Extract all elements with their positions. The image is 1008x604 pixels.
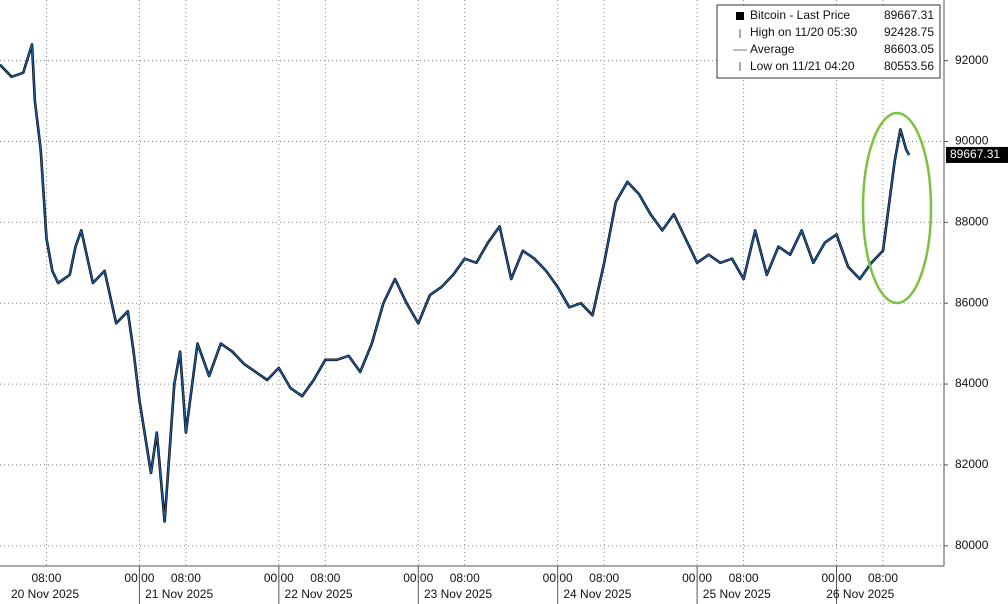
x-tick-label: 08:00 bbox=[868, 571, 898, 585]
y-tick-label: 88000 bbox=[955, 215, 989, 229]
legend-label: Average bbox=[750, 42, 795, 56]
legend-label: Bitcoin - Last Price bbox=[750, 8, 850, 22]
x-date-label: 26 Nov 2025 bbox=[826, 587, 894, 601]
grid bbox=[0, 0, 944, 566]
x-tick-label: 08:00 bbox=[729, 571, 759, 585]
last-price-tag bbox=[946, 146, 1008, 163]
plot bbox=[0, 43, 911, 523]
x-tick-label: 08:00 bbox=[171, 571, 201, 585]
y-tick-label: 84000 bbox=[955, 376, 989, 390]
x-tick-label: 08:00 bbox=[450, 571, 480, 585]
x-date-label: 22 Nov 2025 bbox=[285, 587, 353, 601]
price-line bbox=[0, 43, 910, 523]
x-date-label: 24 Nov 2025 bbox=[563, 587, 631, 601]
y-tick-label: 80000 bbox=[955, 538, 989, 552]
legend-value: 80553.56 bbox=[884, 59, 934, 73]
x-tick-label: 08:00 bbox=[310, 571, 340, 585]
x-date-label: 23 Nov 2025 bbox=[424, 587, 492, 601]
y-tick-label: 92000 bbox=[955, 53, 989, 67]
y-tick-label: 82000 bbox=[955, 457, 989, 471]
y-tick-label: 86000 bbox=[955, 295, 989, 309]
x-date-label: 25 Nov 2025 bbox=[703, 587, 771, 601]
axes: 80000 82000 84000 86000 88000 90000 92000 08:00… bbox=[11, 53, 1008, 604]
legend-label: Low on 11/21 04:20 bbox=[750, 59, 855, 73]
x-date-label: 20 Nov 2025 bbox=[11, 587, 79, 601]
legend-icon bbox=[736, 12, 744, 20]
legend-value: 86603.05 bbox=[884, 42, 934, 56]
y-tick-label: 90000 bbox=[955, 134, 989, 148]
x-date-label: 21 Nov 2025 bbox=[145, 587, 213, 601]
last-price-label: 89667.31 bbox=[950, 147, 1000, 161]
legend-value: 92428.75 bbox=[884, 25, 934, 39]
highlight-ellipse bbox=[861, 111, 933, 305]
legend: Bitcoin - Last Price 89667.31 High on 11/2… bbox=[716, 4, 941, 79]
legend-value: 89667.31 bbox=[884, 8, 934, 22]
x-tick-label: 08:00 bbox=[589, 571, 619, 585]
legend-label: High on 11/20 05:30 bbox=[750, 25, 858, 39]
legend-box bbox=[716, 4, 941, 79]
x-tick-label: 08:00 bbox=[31, 571, 61, 585]
